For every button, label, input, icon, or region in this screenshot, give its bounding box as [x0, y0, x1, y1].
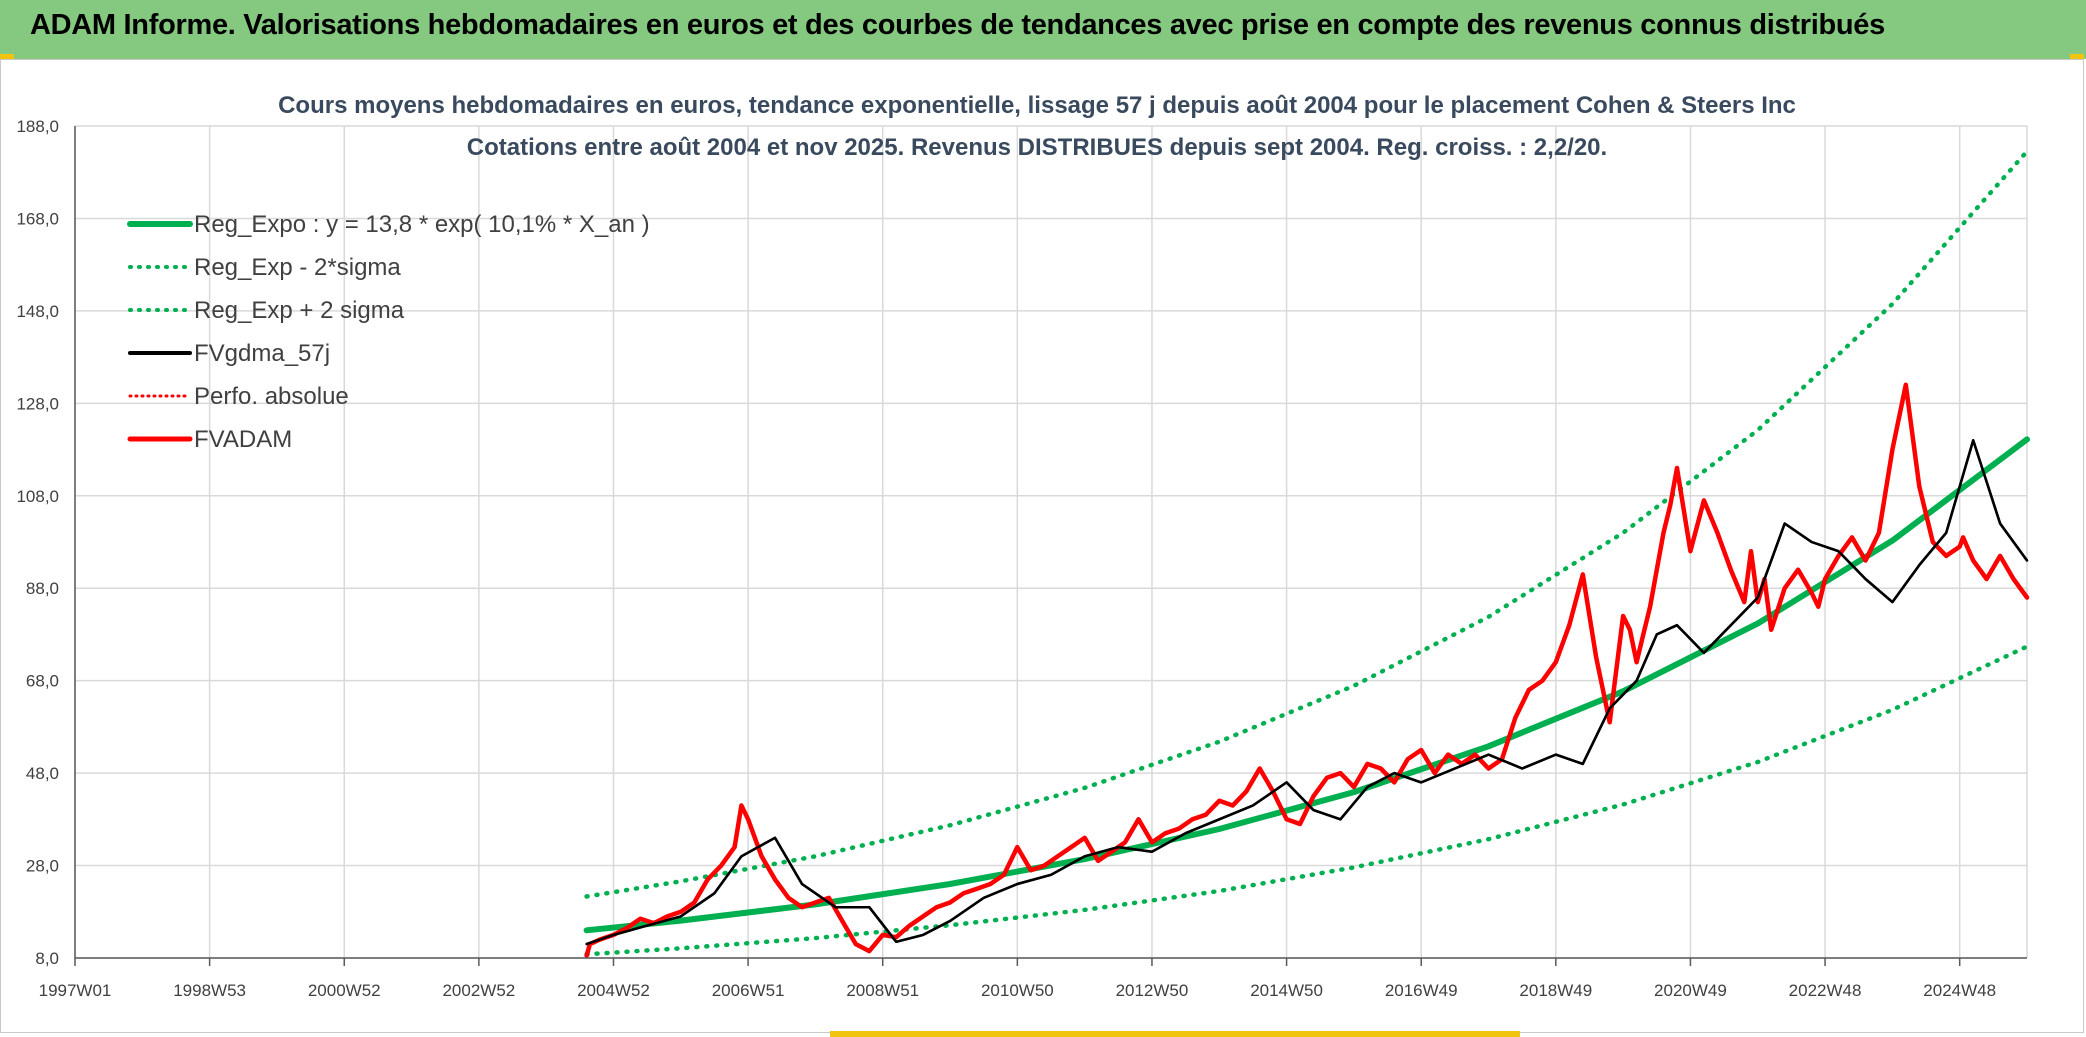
bottom-accent: [830, 1031, 1520, 1037]
x-tick-label: 2004W52: [577, 981, 650, 1000]
y-tick-label: 88,0: [26, 579, 59, 598]
x-tick-label: 2002W52: [442, 981, 515, 1000]
x-tick-label: 2006W51: [712, 981, 785, 1000]
y-tick-label: 8,0: [35, 949, 59, 968]
legend-label-3: FVgdma_57j: [194, 340, 330, 367]
chart-title: Cours moyens hebdomadaires en euros, ten…: [278, 92, 1796, 119]
x-tick-label: 2000W52: [308, 981, 381, 1000]
legend-label-5: FVADAM: [194, 426, 292, 453]
title-banner: ADAM Informe. Valorisations hebdomadaire…: [0, 0, 2086, 59]
y-tick-label: 48,0: [26, 764, 59, 783]
x-tick-label: 1997W01: [39, 981, 112, 1000]
x-tick-label: 2012W50: [1116, 981, 1189, 1000]
x-tick-label: 2018W49: [1519, 981, 1592, 1000]
x-tick-label: 2014W50: [1250, 981, 1323, 1000]
y-tick-label: 148,0: [16, 302, 59, 321]
grid: [74, 125, 2028, 959]
series-line-overlay: [586, 439, 2029, 946]
y-tick-label: 108,0: [16, 487, 59, 506]
chart-subtitle: Cotations entre août 2004 et nov 2025. R…: [467, 134, 1607, 161]
series-line-0: [583, 436, 2030, 934]
y-tick-label: 168,0: [16, 209, 59, 228]
x-tick-label: 2020W49: [1654, 981, 1727, 1000]
series-line-4: [584, 382, 2030, 958]
legend-label-0: Reg_Expo : y = 13,8 * exp( 10,1% * X_an …: [194, 211, 650, 238]
x-tick-label: 2016W49: [1385, 981, 1458, 1000]
banner-title: ADAM Informe. Valorisations hebdomadaire…: [30, 9, 1885, 41]
y-tick-label: 128,0: [16, 394, 59, 413]
y-tick-label: 188,0: [16, 117, 59, 136]
axes: 188,0 168,0 148,0 128,0 108,0 88,0 68,0 48,0 28,…: [16, 117, 2027, 1000]
legend-label-2: Reg_Exp + 2 sigma: [194, 297, 405, 324]
legend-label-1: Reg_Exp - 2*sigma: [194, 254, 401, 281]
x-tick-label: 1998W53: [173, 981, 246, 1000]
x-tick-label: 2008W51: [846, 981, 919, 1000]
series-line-2: [584, 149, 2030, 899]
corner-accent-left: [0, 54, 14, 60]
x-tick-label: 2022W48: [1789, 981, 1862, 1000]
x-tick-label: 2010W50: [981, 981, 1054, 1000]
legend: Reg_Expo : y = 13,8 * exp( 10,1% * X_an …: [127, 211, 650, 453]
corner-accent-right: [2070, 54, 2084, 60]
y-tick-label: 28,0: [26, 857, 59, 876]
x-tick-label: 2024W48: [1923, 981, 1996, 1000]
legend-label-4: Perfo. absolue: [194, 383, 349, 410]
series-line-3: [585, 439, 2029, 946]
y-tick-label: 68,0: [26, 672, 59, 691]
series-group: [583, 149, 2030, 958]
